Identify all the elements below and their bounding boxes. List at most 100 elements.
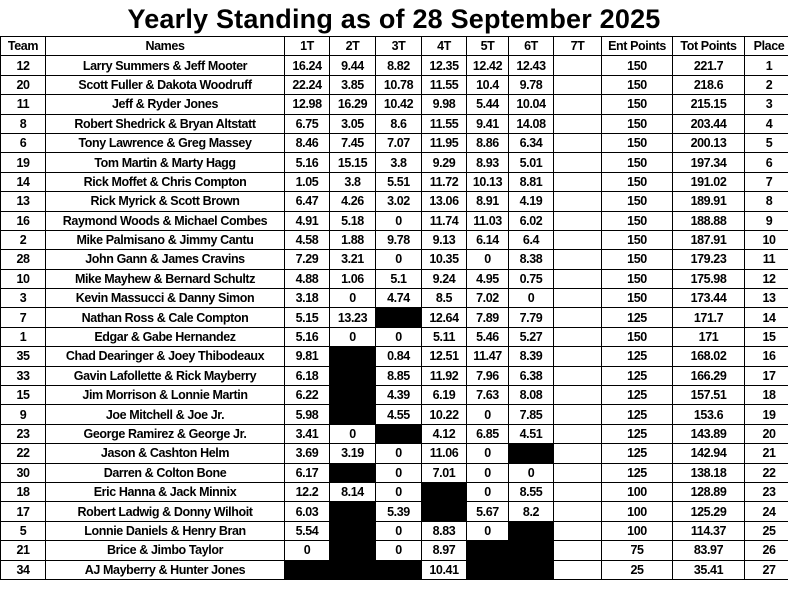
ent-points-cell: 125	[601, 423, 673, 445]
tournament-3-cell: 0	[375, 443, 422, 464]
table-row: 28 John Gann & James Cravins 7.29 3.21 0 10.3…	[0, 249, 788, 270]
ent-points-cell: 150	[601, 55, 673, 76]
table-row: 2 Mike Palmisano & Jimmy Cantu 4.58 1.88 9.7…	[0, 229, 788, 251]
tournament-7-cell	[553, 268, 602, 290]
place-cell: 9	[744, 210, 788, 231]
blacked-out-cell	[329, 559, 376, 580]
tournament-3-cell: 3.02	[375, 191, 422, 212]
place-cell: 6	[744, 152, 788, 173]
tournament-4-cell: 10.35	[421, 249, 467, 270]
tournament-7-cell	[553, 249, 602, 270]
names-cell: Jeff & Ryder Jones	[45, 94, 285, 115]
column-header-7t: 7T	[553, 35, 602, 57]
tournament-1-cell: 1.05	[284, 171, 330, 193]
tournament-5-cell: 10.4	[466, 74, 509, 96]
table-row: 3 Kevin Massucci & Danny Simon 3.18 0 4.74 8.…	[0, 288, 788, 309]
tot-points-cell: 157.51	[672, 385, 745, 406]
tournament-5-cell: 6.14	[466, 229, 509, 251]
tournament-3-cell: 3.8	[375, 152, 422, 173]
tot-points-cell: 35.41	[672, 559, 745, 580]
ent-points-cell: 125	[601, 307, 673, 328]
tournament-5-cell: 8.91	[466, 191, 509, 212]
table-row: 11 Jeff & Ryder Jones 12.98 16.29 10.42 9.98 5…	[0, 94, 788, 115]
tot-points-cell: 188.88	[672, 210, 745, 231]
place-cell: 16	[744, 346, 788, 367]
tournament-1-cell: 5.54	[284, 520, 330, 542]
column-header-place: Place	[744, 35, 788, 57]
column-header-names: Names	[45, 35, 285, 57]
tournament-3-cell: 0	[375, 210, 422, 231]
team-cell: 5	[0, 520, 46, 542]
table-row: 18 Eric Hanna & Jack Minnix 12.2 8.14 0 0 8.55…	[0, 481, 788, 503]
tournament-1-cell: 5.98	[284, 404, 330, 425]
tournament-2-cell: 13.23	[329, 307, 376, 328]
ent-points-cell: 100	[601, 481, 673, 503]
place-cell: 12	[744, 268, 788, 290]
standings-table: Team Names 1T 2T 3T 4T 5T 6T 7T Ent Points Tot Poi…	[0, 35, 788, 580]
tournament-2-cell: 1.88	[329, 229, 376, 251]
tournament-3-cell: 5.1	[375, 268, 422, 290]
place-cell: 7	[744, 171, 788, 193]
tournament-1-cell: 22.24	[284, 74, 330, 96]
ent-points-cell: 100	[601, 501, 673, 522]
header-row: Team Names 1T 2T 3T 4T 5T 6T 7T Ent Points Tot Poi…	[0, 35, 788, 57]
tournament-4-cell: 11.06	[421, 443, 467, 464]
tournament-5-cell: 10.13	[466, 171, 509, 193]
tournament-5-cell: 6.85	[466, 423, 509, 445]
tournament-1-cell: 6.22	[284, 385, 330, 406]
ent-points-cell: 150	[601, 171, 673, 193]
place-cell: 26	[744, 540, 788, 561]
tot-points-cell: 179.23	[672, 249, 745, 270]
place-cell: 24	[744, 501, 788, 522]
tournament-6-cell: 14.08	[508, 113, 554, 134]
team-cell: 7	[0, 307, 46, 328]
ent-points-cell: 150	[601, 113, 673, 134]
tournament-7-cell	[553, 365, 602, 387]
place-cell: 15	[744, 326, 788, 348]
blacked-out-cell	[421, 481, 467, 503]
table-row: 14 Rick Moffet & Chris Compton 1.05 3.8 5.51…	[0, 171, 788, 193]
tournament-4-cell: 10.41	[421, 559, 467, 580]
names-cell: Jim Morrison & Lonnie Martin	[45, 385, 285, 406]
tot-points-cell: 191.02	[672, 171, 745, 193]
place-cell: 27	[744, 559, 788, 580]
tournament-3-cell: 0	[375, 481, 422, 503]
ent-points-cell: 150	[601, 74, 673, 96]
tournament-1-cell: 3.41	[284, 423, 330, 445]
names-cell: Mike Mayhew & Bernard Schultz	[45, 268, 285, 290]
tournament-1-cell: 5.16	[284, 152, 330, 173]
names-cell: AJ Mayberry & Hunter Jones	[45, 559, 285, 580]
column-header-2t: 2T	[329, 35, 376, 57]
table-row: 30 Darren & Colton Bone 6.17 0 7.01 0 0 125 138.…	[0, 462, 788, 483]
tournament-3-cell: 0	[375, 326, 422, 348]
team-cell: 20	[0, 74, 46, 96]
names-cell: John Gann & James Cravins	[45, 249, 285, 270]
place-cell: 17	[744, 365, 788, 387]
table-row: 34 AJ Mayberry & Hunter Jones 10.41 25 35.41…	[0, 559, 788, 580]
tournament-5-cell: 7.02	[466, 288, 509, 309]
table-row: 15 Jim Morrison & Lonnie Martin 6.22 4.39 6.…	[0, 385, 788, 406]
names-cell: Kevin Massucci & Danny Simon	[45, 288, 285, 309]
table-row: 17 Robert Ladwig & Donny Wilhoit 6.03 5.39 5…	[0, 501, 788, 522]
tot-points-cell: 218.6	[672, 74, 745, 96]
tournament-3-cell: 8.82	[375, 55, 422, 76]
names-cell: Gavin Lafollette & Rick Mayberry	[45, 365, 285, 387]
column-header-4t: 4T	[421, 35, 467, 57]
tournament-1-cell: 6.18	[284, 365, 330, 387]
tournament-4-cell: 10.22	[421, 404, 467, 425]
tournament-3-cell: 5.51	[375, 171, 422, 193]
tournament-3-cell: 0.84	[375, 346, 422, 367]
place-cell: 13	[744, 288, 788, 309]
blacked-out-cell	[466, 559, 509, 580]
table-row: 9 Joe Mitchell & Joe Jr. 5.98 4.55 10.22 0 7.8…	[0, 404, 788, 425]
names-cell: Rick Myrick & Scott Brown	[45, 191, 285, 212]
place-cell: 5	[744, 132, 788, 154]
column-header-tot-points: Tot Points	[672, 35, 745, 57]
tournament-4-cell: 9.29	[421, 152, 467, 173]
names-cell: Darren & Colton Bone	[45, 462, 285, 483]
team-cell: 17	[0, 501, 46, 522]
tot-points-cell: 142.94	[672, 443, 745, 464]
tournament-1-cell: 4.88	[284, 268, 330, 290]
ent-points-cell: 150	[601, 152, 673, 173]
names-cell: Jason & Cashton Helm	[45, 443, 285, 464]
